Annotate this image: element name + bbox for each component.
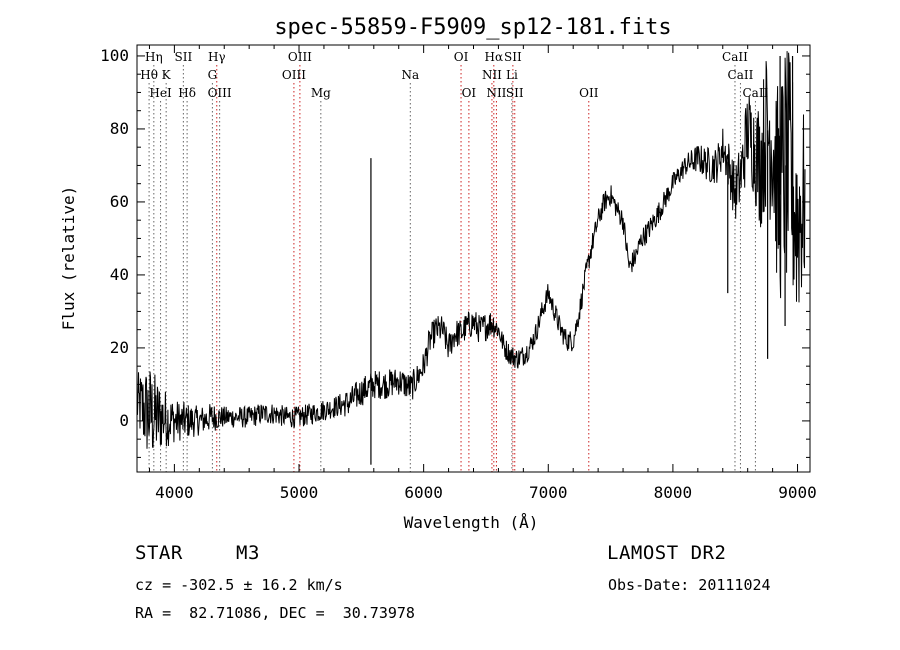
y-axis: 0 20 40 60 80 100 [100, 46, 810, 458]
x-tick-label: 9000 [778, 483, 817, 502]
spectral-line-label: OI [454, 50, 469, 64]
plot-frame [136, 44, 811, 473]
spectral-line-label: Li [506, 68, 518, 82]
spectral-line-label: OIII [208, 86, 232, 100]
spectral-line-label: CaII [722, 50, 748, 64]
spectral-line-label: Hγ [208, 50, 226, 64]
coordinates: RA = 82.71086, DEC = 30.73978 [135, 604, 415, 622]
y-tick-label: 0 [119, 411, 129, 430]
x-axis-label: Wavelength (Å) [404, 513, 539, 532]
spectral-line-label: Hα [485, 50, 504, 64]
spectrum-line [136, 51, 806, 449]
spectral-line-label: G [208, 68, 218, 82]
spectral-line-label: SII [506, 86, 524, 100]
spectral-line-label: NII [482, 68, 502, 82]
x-tick-label: 8000 [654, 483, 693, 502]
spectral-line-label: OIII [282, 68, 306, 82]
spectral-line-label: Mg [311, 86, 331, 100]
x-tick-label: 4000 [155, 483, 194, 502]
x-tick-label: 5000 [280, 483, 319, 502]
spectral-line-label: OII [579, 86, 599, 100]
x-tick-label: 7000 [529, 483, 568, 502]
y-tick-label: 100 [100, 46, 129, 65]
spectral-line-label: Hθ [140, 68, 158, 82]
object-class: STAR [135, 542, 183, 564]
chart-title: spec-55859-F5909_sp12-181.fits [274, 15, 671, 40]
spectral-line-label: NII [486, 86, 506, 100]
spectral-line-label: OIII [288, 50, 312, 64]
survey-name: LAMOST DR2 [607, 542, 727, 564]
x-axis: 4000 5000 6000 7000 8000 9000 [148, 45, 817, 502]
spectral-line-label: Na [401, 68, 419, 82]
y-tick-label: 60 [110, 192, 129, 211]
spectral-line-label: SII [504, 50, 522, 64]
redshift-cz: cz = -302.5 ± 16.2 km/s [135, 576, 343, 594]
spectral-line-label: K [162, 68, 172, 82]
spectral-line-label: Hη [145, 50, 163, 64]
y-axis-label: Flux (relative) [59, 186, 78, 331]
spectral-line-label: Hδ [178, 86, 196, 100]
observation-date: Obs-Date: 20111024 [608, 576, 771, 594]
y-tick-label: 80 [110, 119, 129, 138]
spectrum-trace [136, 51, 806, 465]
spectral-line-label: HeI [149, 86, 172, 100]
y-tick-label: 20 [110, 338, 129, 357]
spectral-line-label: CaII [742, 86, 768, 100]
spectral-line-label: CaII [728, 68, 754, 82]
y-tick-label: 40 [110, 265, 129, 284]
x-tick-label: 6000 [404, 483, 443, 502]
spectral-line-label: OI [462, 86, 477, 100]
object-subclass: M3 [236, 542, 260, 564]
spectral-line-label: SII [175, 50, 193, 64]
